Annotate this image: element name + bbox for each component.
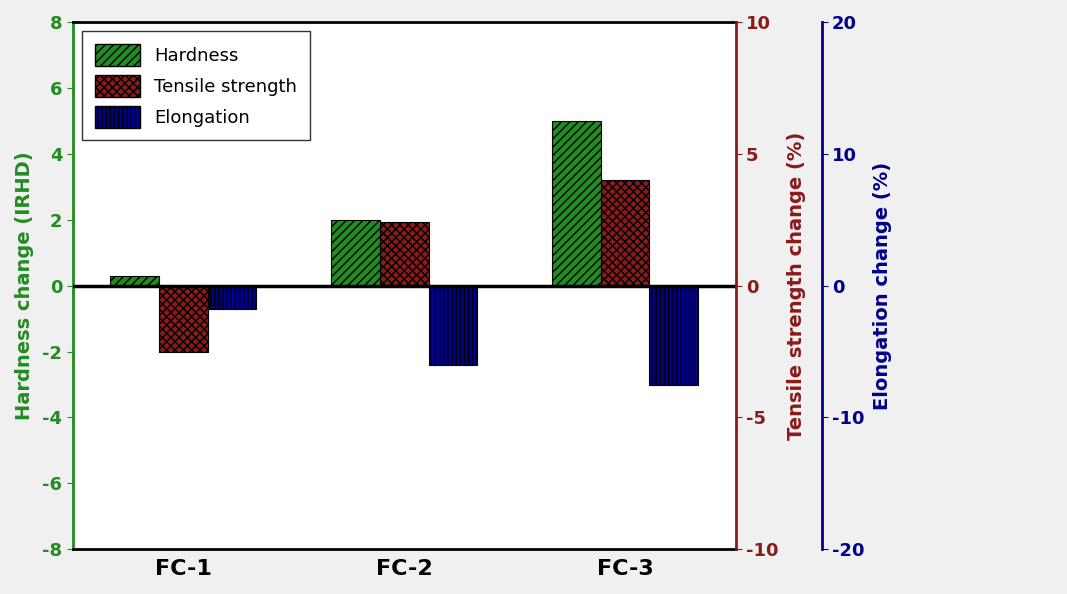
Bar <box>159 286 208 352</box>
Bar <box>601 180 650 286</box>
Bar <box>429 286 477 365</box>
Y-axis label: Tensile strength change (%): Tensile strength change (%) <box>786 131 806 440</box>
Bar <box>380 222 429 286</box>
Y-axis label: Hardness change (IRHD): Hardness change (IRHD) <box>15 151 34 420</box>
Bar <box>208 286 256 309</box>
Y-axis label: Elongation change (%): Elongation change (%) <box>873 162 892 410</box>
Legend: Hardness, Tensile strength, Elongation: Hardness, Tensile strength, Elongation <box>82 31 309 140</box>
Bar <box>553 121 601 286</box>
Bar <box>110 276 159 286</box>
Bar <box>332 220 380 286</box>
Bar <box>650 286 698 384</box>
